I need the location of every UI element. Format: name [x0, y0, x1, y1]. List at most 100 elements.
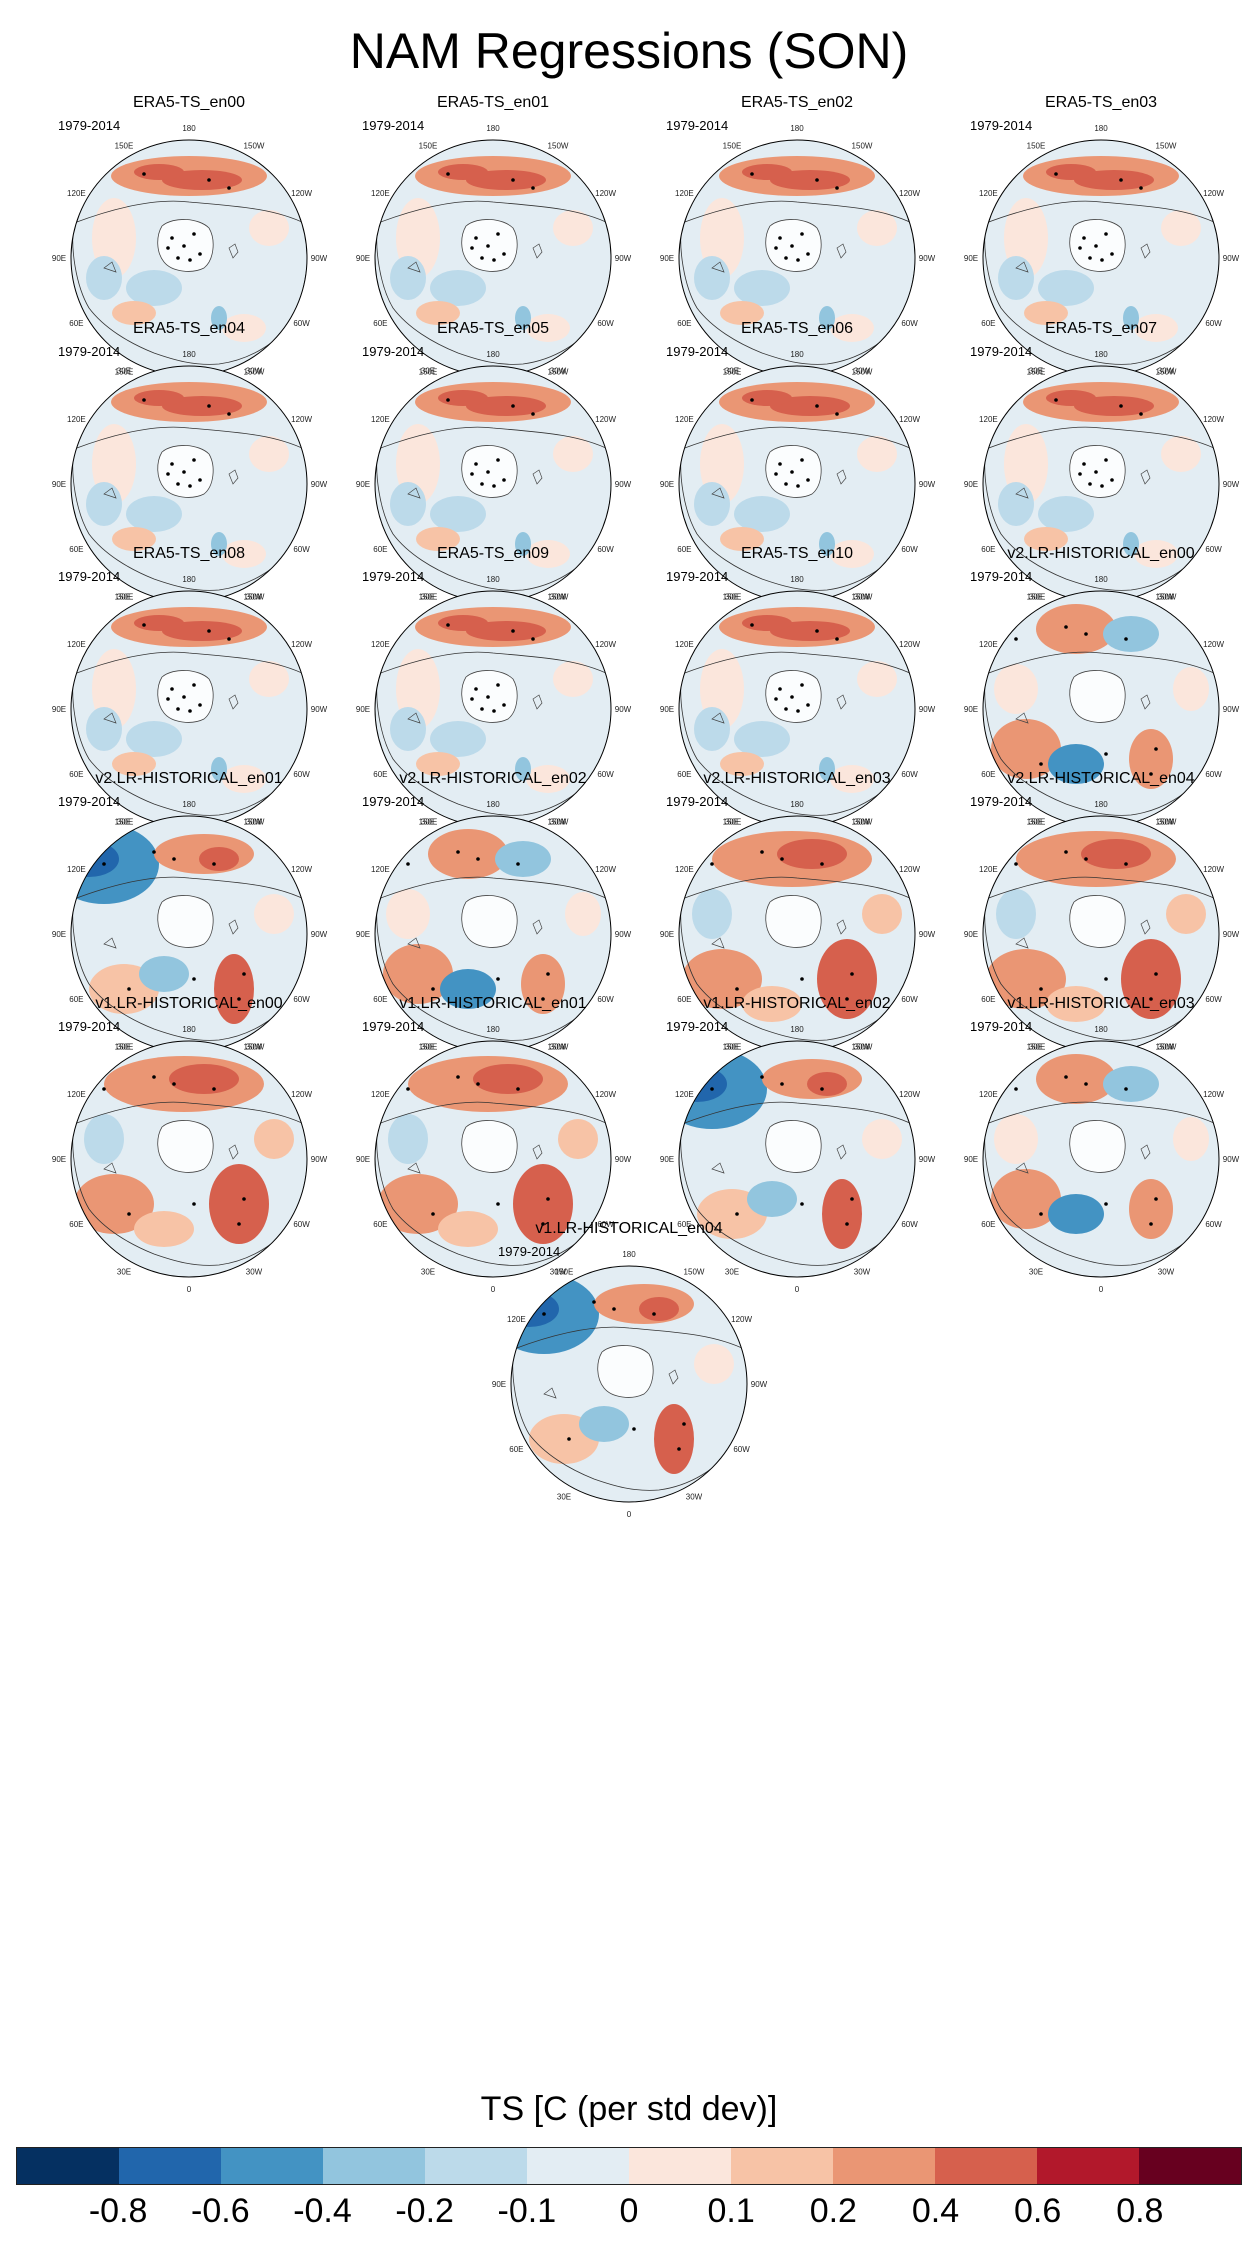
longitude-label: 150W	[852, 141, 873, 150]
colorbar-tick-label: -0.4	[293, 2192, 352, 2230]
longitude-label: 90W	[919, 1155, 936, 1164]
significance-dot	[198, 703, 202, 707]
panel-title: ERA5-TS_en05	[436, 320, 550, 337]
significance-dot	[446, 398, 450, 402]
longitude-label: 60W	[293, 545, 310, 554]
panel-title: v1.LR-HISTORICAL_en03	[1007, 995, 1195, 1012]
anomaly-shading	[720, 301, 764, 325]
map-panel: v2.LR-HISTORICAL_en04 1979-2014 180 150E 120…	[956, 770, 1246, 1070]
longitude-label: 180	[182, 575, 196, 584]
anomaly-shading	[416, 527, 460, 551]
longitude-label: 90E	[492, 1380, 506, 1389]
colorbar-segment	[731, 2148, 833, 2184]
island-outline	[532, 1144, 543, 1160]
longitude-label: 120W	[595, 865, 616, 874]
longitude-label: 30E	[117, 1043, 131, 1052]
longitude-label: 150E	[115, 141, 134, 150]
island-outline	[407, 261, 421, 273]
longitude-label: 180	[1094, 124, 1108, 133]
longitude-label: 90E	[964, 1155, 978, 1164]
significance-dot	[182, 695, 186, 699]
significance-dot	[760, 850, 764, 854]
longitude-label: 60E	[69, 319, 83, 328]
longitude-label: 30W	[550, 1268, 567, 1277]
anomaly-shading	[112, 527, 156, 551]
significance-dot	[774, 246, 778, 250]
significance-dot	[542, 1312, 546, 1316]
island-outline	[407, 1162, 421, 1174]
significance-dot	[800, 977, 804, 981]
longitude-label: 90W	[311, 254, 328, 263]
longitude-label: 60E	[373, 545, 387, 554]
significance-dot	[845, 1222, 849, 1226]
island-outline	[532, 469, 543, 485]
longitude-label: 60W	[901, 545, 918, 554]
longitude-label: 60E	[981, 770, 995, 779]
significance-dot	[511, 629, 515, 633]
significance-dot	[1149, 997, 1153, 1001]
significance-dot	[778, 236, 782, 240]
anomaly-shading	[1046, 164, 1096, 180]
anomaly-shading	[126, 270, 182, 306]
longitude-label: 90E	[660, 1155, 674, 1164]
longitude-label: 60E	[677, 1220, 691, 1229]
anomaly-shading	[807, 1072, 847, 1096]
anomaly-shading	[862, 894, 902, 934]
map-panel: ERA5-TS_en09 1979-2014 180 150E 120E 90E 60E 30…	[348, 545, 638, 845]
longitude-label: 120W	[1203, 640, 1224, 649]
longitude-label: 60E	[677, 319, 691, 328]
longitude-label: 90E	[964, 254, 978, 263]
significance-dot	[677, 1447, 681, 1451]
anomaly-shading	[214, 954, 254, 1024]
longitude-label: 90W	[1223, 480, 1240, 489]
significance-dot	[170, 236, 174, 240]
anomaly-shading	[986, 949, 1066, 1009]
longitude-label: 150W	[1156, 367, 1177, 376]
map-panel: v1.LR-HISTORICAL_en01 1979-2014 180 150E 120…	[348, 995, 638, 1295]
island-outline	[668, 1369, 679, 1385]
longitude-label: 60W	[597, 319, 614, 328]
anomaly-shading	[526, 765, 570, 793]
significance-dot	[1014, 1087, 1018, 1091]
longitude-label: 150E	[1027, 592, 1046, 601]
significance-dot	[1064, 1075, 1068, 1079]
longitude-label: 150W	[1156, 1042, 1177, 1051]
longitude-label: 150E	[115, 367, 134, 376]
longitude-label: 180	[486, 800, 500, 809]
anomaly-shading	[428, 829, 508, 879]
island-outline	[228, 919, 239, 935]
longitude-label: 150E	[555, 1267, 574, 1276]
significance-dot	[127, 987, 131, 991]
colorbar-tick-label: 0.1	[707, 2192, 755, 2230]
longitude-label: 150W	[684, 1267, 705, 1276]
anomaly-shading	[134, 615, 184, 631]
longitude-label: 120W	[595, 415, 616, 424]
island-outline	[1140, 919, 1151, 935]
significance-dot	[474, 236, 478, 240]
significance-dot	[784, 707, 788, 711]
significance-dot	[207, 404, 211, 408]
island-outline	[103, 261, 117, 273]
longitude-label: 150E	[723, 592, 742, 601]
panel-period: 1979-2014	[362, 1019, 425, 1034]
significance-dot	[784, 256, 788, 260]
longitude-label: 120W	[1203, 1090, 1224, 1099]
island-outline	[711, 261, 725, 273]
colorbar-segment	[629, 2148, 731, 2184]
longitude-label: 120E	[67, 1090, 86, 1099]
longitude-label: 150E	[1027, 141, 1046, 150]
panel-period: 1979-2014	[362, 118, 425, 133]
panel-title: v1.LR-HISTORICAL_en01	[399, 995, 587, 1012]
panel-period: 1979-2014	[58, 344, 121, 359]
longitude-label: 30W	[1158, 593, 1175, 602]
anomaly-shading	[438, 615, 488, 631]
longitude-label: 30E	[421, 1043, 435, 1052]
island-outline	[532, 694, 543, 710]
longitude-label: 60W	[1205, 1220, 1222, 1229]
longitude-label: 90W	[311, 705, 328, 714]
anomaly-shading	[1103, 616, 1159, 652]
anomaly-shading	[430, 270, 486, 306]
anomaly-shading	[777, 839, 847, 869]
colorbar-tick-labels: -0.8 -0.6 -0.4 -0.2 -0.1 0 0.1 0.2 0.4 0.6 0.8	[16, 2192, 1242, 2232]
